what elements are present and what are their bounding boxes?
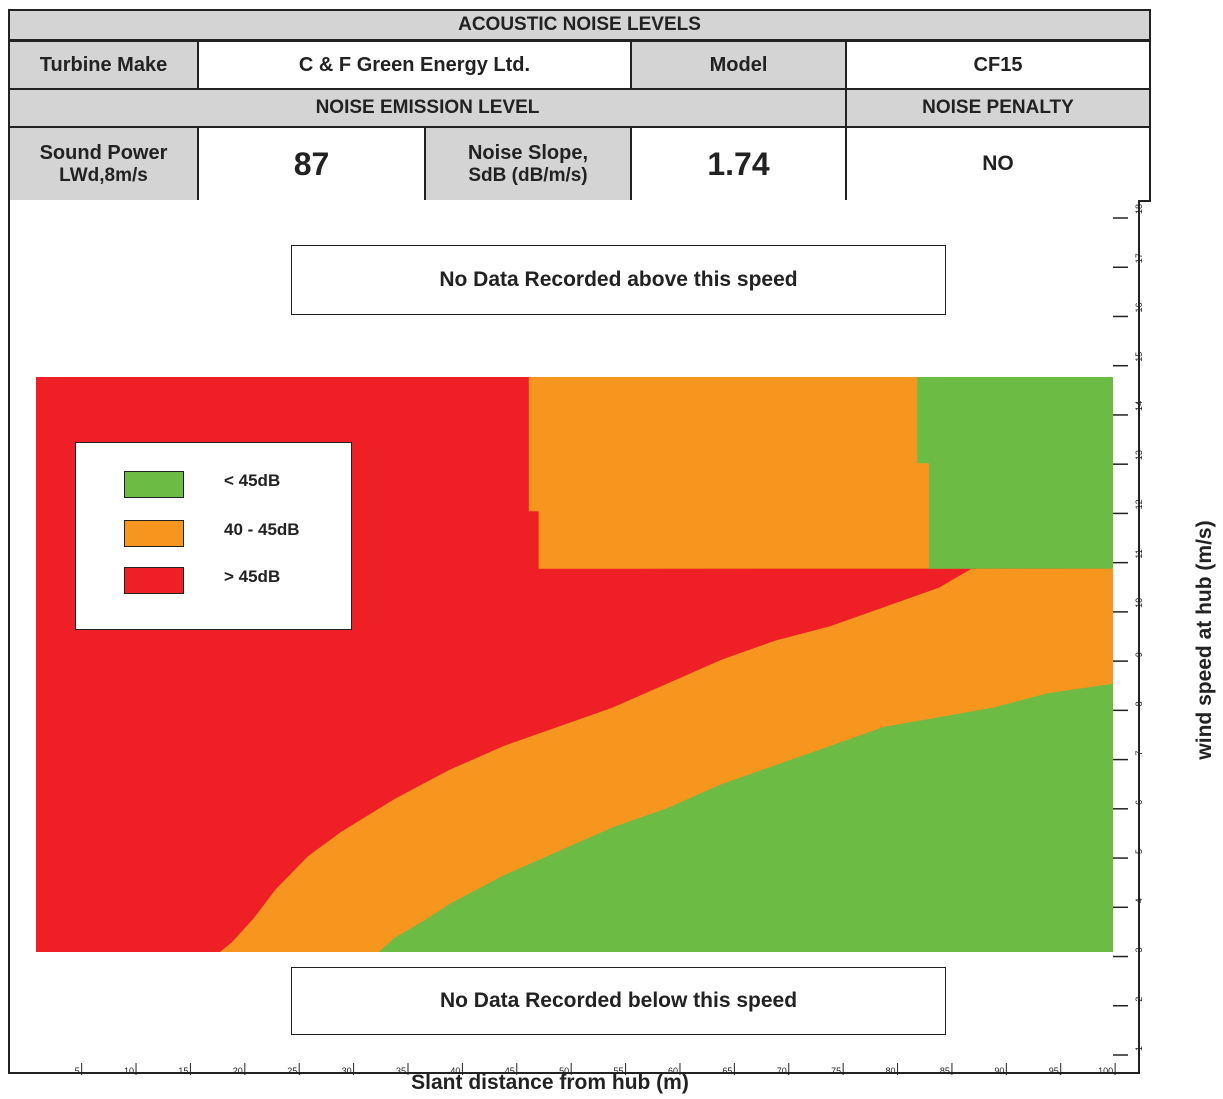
- x-tick-label: 20: [233, 1066, 243, 1076]
- y-tick-label: 5: [1134, 849, 1144, 854]
- y-tick-label: 2: [1134, 997, 1144, 1002]
- noise-slope-label-line2: SdB (dB/m/s): [468, 164, 588, 186]
- model-value: CF15: [845, 40, 1151, 90]
- noise-penalty-value: NO: [845, 126, 1151, 202]
- y-tick-label: 9: [1134, 652, 1144, 657]
- x-tick-label: 25: [287, 1066, 297, 1076]
- x-axis-label: Slant distance from hub (m): [411, 1071, 689, 1094]
- y-tick-label: 1: [1134, 1046, 1144, 1051]
- noise-slope-label-line1: Noise Slope,: [467, 141, 589, 164]
- x-tick-label: 50: [559, 1066, 569, 1076]
- x-tick-label: 15: [178, 1066, 188, 1076]
- turbine-make-value: C & F Green Energy Ltd.: [197, 40, 632, 90]
- x-tick-label: 100: [1098, 1066, 1113, 1076]
- x-tick-label: 60: [668, 1066, 678, 1076]
- legend-swatch-green: [124, 471, 184, 498]
- y-tick-label: 8: [1134, 701, 1144, 706]
- x-tick-label: 10: [124, 1066, 134, 1076]
- x-tick-label: 65: [722, 1066, 732, 1076]
- sound-power-label-line1: Sound Power: [39, 141, 168, 164]
- legend-swatch-orange: [124, 520, 184, 547]
- y-tick-label: 4: [1134, 898, 1144, 903]
- legend-swatch-red: [124, 567, 184, 594]
- y-tick-label: 3: [1134, 948, 1144, 953]
- legend-label-green: < 45dB: [224, 471, 281, 490]
- y-tick-label: 10: [1134, 598, 1144, 608]
- x-tick-label: 45: [505, 1066, 515, 1076]
- y-tick-label: 15: [1134, 352, 1144, 362]
- y-tick-label: 13: [1134, 450, 1144, 460]
- legend: < 45dB 40 - 45dB > 45dB: [75, 442, 352, 630]
- x-tick-label: 55: [614, 1066, 624, 1076]
- legend-label-orange: 40 - 45dB: [224, 520, 300, 539]
- noise-slope-label: Noise Slope, SdB (dB/m/s): [424, 126, 632, 202]
- y-tick-label: 12: [1134, 499, 1144, 509]
- x-tick-label: 70: [777, 1066, 787, 1076]
- y-tick-label: 18: [1134, 204, 1144, 214]
- x-tick-label: 5: [75, 1066, 80, 1076]
- y-axis-label: wind speed at hub (m/s): [1193, 520, 1216, 760]
- y-tick-label: 17: [1134, 253, 1144, 263]
- x-tick-label: 80: [886, 1066, 896, 1076]
- sound-power-label: Sound Power LWd,8m/s: [8, 126, 199, 202]
- x-tick-label: 85: [940, 1066, 950, 1076]
- x-tick-label: 40: [450, 1066, 460, 1076]
- sound-power-label-line2: LWd,8m/s: [59, 164, 148, 186]
- x-tick-label: 35: [396, 1066, 406, 1076]
- y-tick-label: 14: [1134, 401, 1144, 411]
- noise-emission-title: NOISE EMISSION LEVEL: [8, 88, 847, 128]
- x-tick-label: 75: [831, 1066, 841, 1076]
- table-title: ACOUSTIC NOISE LEVELS: [8, 9, 1151, 41]
- region-green-high: [917, 377, 1113, 569]
- x-tick-label: 30: [342, 1066, 352, 1076]
- legend-label-red: > 45dB: [224, 567, 281, 586]
- y-tick-label: 6: [1134, 800, 1144, 805]
- no-data-below-note: No Data Recorded below this speed: [291, 967, 946, 1035]
- x-tick-label: 90: [994, 1066, 1004, 1076]
- y-tick-label: 7: [1134, 751, 1144, 756]
- noise-penalty-title: NOISE PENALTY: [845, 88, 1151, 128]
- y-tick-label: 16: [1134, 302, 1144, 312]
- x-tick-label: 95: [1049, 1066, 1059, 1076]
- region-green-low: [378, 683, 1113, 952]
- no-data-above-note: No Data Recorded above this speed: [291, 245, 946, 315]
- y-tick-label: 11: [1134, 549, 1144, 558]
